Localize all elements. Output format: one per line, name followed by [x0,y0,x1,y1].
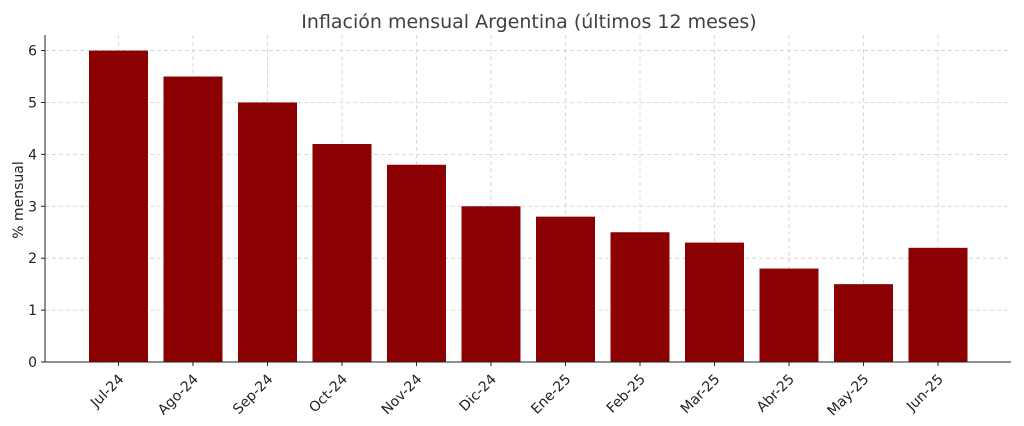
x-tick-label: Mar-25 [678,372,724,418]
y-tick-label: 0 [28,355,37,371]
x-tick-label: Oct-24 [306,371,351,416]
bar-may-25 [834,284,893,362]
bar-feb-25 [610,232,670,362]
bar-jun-25 [908,247,968,362]
y-tick-label: 6 [28,44,37,60]
y-tick-label: 3 [28,199,37,215]
bar-ago-24 [163,76,223,363]
bar-jul-24 [89,50,148,362]
y-ticks: 0 1 2 3 4 5 6 [28,44,45,371]
bar-ene-25 [536,216,595,362]
y-axis-label: % mensual [11,161,27,239]
bar-oct-24 [312,144,372,362]
x-tick-label: Feb-25 [604,372,649,417]
bar-sep-24 [238,102,297,362]
x-tick-label: Ago-24 [155,371,202,418]
y-tick-label: 1 [28,303,37,319]
x-tick-label: Abr-25 [754,372,798,416]
x-tick-label: Nov-24 [379,371,426,418]
bar-nov-24 [387,164,446,362]
x-tick-label: Dic-24 [457,371,500,414]
y-tick-label: 4 [28,147,37,163]
x-tick-label: Sep-24 [230,371,276,417]
bar-abr-25 [759,268,819,362]
x-tick-label: May-25 [825,372,873,420]
y-tick-label: 2 [28,251,37,267]
x-ticks: Jul-24 Ago-24 Sep-24 Oct-24 Nov-24 Dic-24 Ene-… [87,362,947,419]
y-tick-label: 5 [28,95,37,111]
bar-mar-25 [685,242,744,362]
x-tick-label: Jun-25 [903,372,947,416]
bar-dic-24 [461,206,521,362]
x-tick-label: Ene-25 [528,372,574,418]
chart-title: Inflación mensual Argentina (últimos 12 … [301,11,756,33]
axes [44,35,1011,363]
bars [89,50,968,363]
x-tick-label: Jul-24 [87,371,127,411]
